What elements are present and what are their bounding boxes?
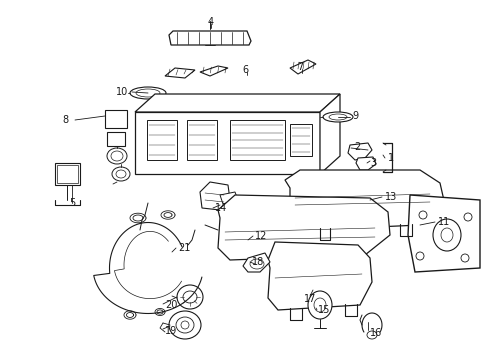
Text: 17: 17: [304, 294, 316, 304]
Polygon shape: [320, 94, 340, 174]
Polygon shape: [243, 253, 270, 272]
Bar: [55, 163, 80, 185]
Polygon shape: [218, 195, 390, 260]
Ellipse shape: [419, 211, 427, 219]
Polygon shape: [135, 112, 320, 174]
Text: 10: 10: [116, 87, 128, 97]
Ellipse shape: [116, 170, 126, 178]
Ellipse shape: [250, 259, 264, 269]
Ellipse shape: [177, 285, 203, 309]
Text: 13: 13: [385, 192, 397, 202]
Ellipse shape: [461, 254, 469, 262]
Text: 8: 8: [62, 115, 68, 125]
Ellipse shape: [314, 298, 326, 312]
Bar: [230, 120, 285, 160]
Polygon shape: [268, 242, 372, 310]
Text: 4: 4: [208, 17, 214, 27]
Ellipse shape: [416, 252, 424, 260]
Polygon shape: [165, 68, 195, 78]
Text: 1: 1: [388, 153, 394, 163]
Bar: [147, 120, 177, 160]
Text: 11: 11: [438, 217, 450, 227]
Text: 15: 15: [318, 305, 330, 315]
Text: 6: 6: [242, 65, 248, 75]
Ellipse shape: [107, 148, 127, 164]
Polygon shape: [200, 182, 230, 210]
Polygon shape: [290, 60, 316, 74]
Text: 16: 16: [370, 328, 382, 338]
Ellipse shape: [169, 311, 201, 339]
Polygon shape: [200, 66, 228, 76]
Polygon shape: [356, 157, 376, 170]
Text: 5: 5: [69, 198, 75, 208]
Ellipse shape: [433, 219, 461, 251]
Bar: [57, 165, 78, 183]
Text: 20: 20: [165, 300, 177, 310]
Text: 9: 9: [352, 111, 358, 121]
Ellipse shape: [367, 331, 377, 339]
Bar: [187, 120, 217, 160]
Ellipse shape: [323, 112, 353, 122]
Ellipse shape: [176, 317, 194, 333]
Ellipse shape: [329, 114, 347, 120]
Ellipse shape: [112, 167, 130, 181]
Text: 19: 19: [165, 326, 177, 336]
Ellipse shape: [441, 228, 453, 242]
Polygon shape: [220, 192, 238, 204]
Polygon shape: [169, 31, 251, 45]
Text: 18: 18: [252, 257, 264, 267]
Text: 21: 21: [178, 243, 191, 253]
Polygon shape: [285, 170, 445, 230]
Text: 14: 14: [215, 203, 227, 213]
Polygon shape: [408, 195, 480, 272]
Polygon shape: [135, 94, 340, 112]
Text: 7: 7: [297, 62, 303, 72]
Ellipse shape: [111, 151, 123, 161]
Bar: [107, 132, 125, 146]
Bar: [105, 110, 127, 128]
Text: 2: 2: [354, 142, 360, 152]
Ellipse shape: [183, 291, 197, 303]
Ellipse shape: [308, 291, 332, 319]
Text: 12: 12: [255, 231, 268, 241]
Ellipse shape: [136, 89, 160, 97]
Ellipse shape: [130, 87, 166, 99]
Polygon shape: [348, 143, 372, 160]
Text: 3: 3: [370, 158, 376, 168]
Bar: [290, 124, 312, 156]
Ellipse shape: [181, 321, 189, 329]
Ellipse shape: [464, 213, 472, 221]
